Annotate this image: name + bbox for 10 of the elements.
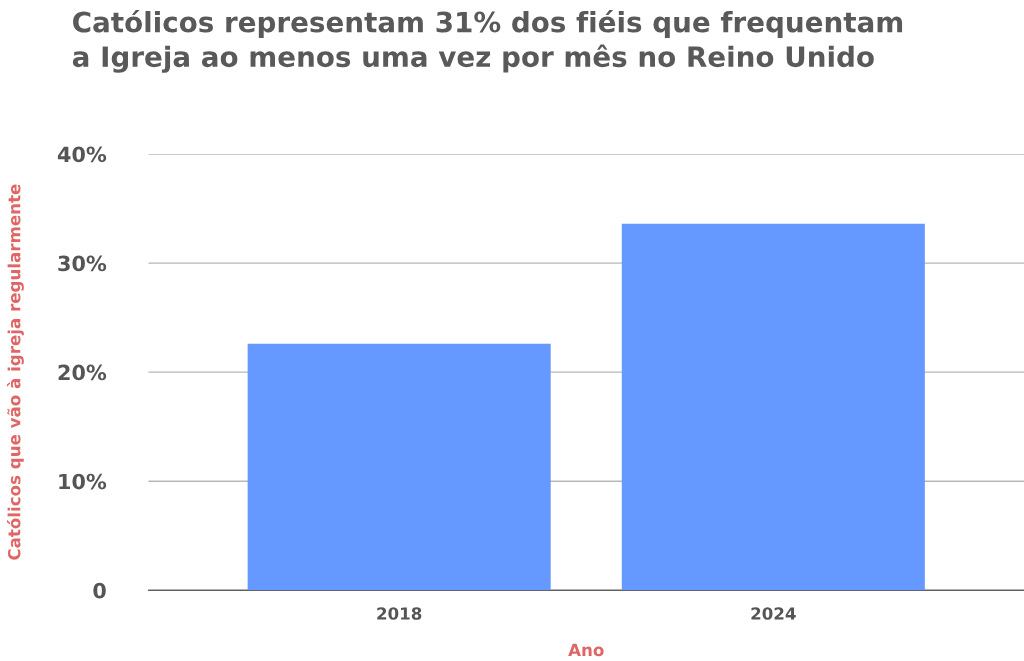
y-axis-title: Católicos que vão à igreja regularmente [6, 184, 24, 560]
x-tick-label: 2024 [751, 607, 796, 620]
y-tick-label: 0 [93, 582, 106, 599]
x-tick-label: 2018 [377, 607, 422, 620]
x-axis-title: Ano [568, 643, 604, 657]
chart-title: Católicos representam 31% dos fiéis que frequentam a Igreja ao menos uma vez por mês no Reino Unido [72, 9, 903, 73]
y-tick-label: 20% [58, 364, 107, 381]
y-tick-label: 30% [58, 255, 107, 272]
y-tick-label: 40% [57, 146, 107, 163]
y-tick-label: 10% [59, 473, 107, 490]
